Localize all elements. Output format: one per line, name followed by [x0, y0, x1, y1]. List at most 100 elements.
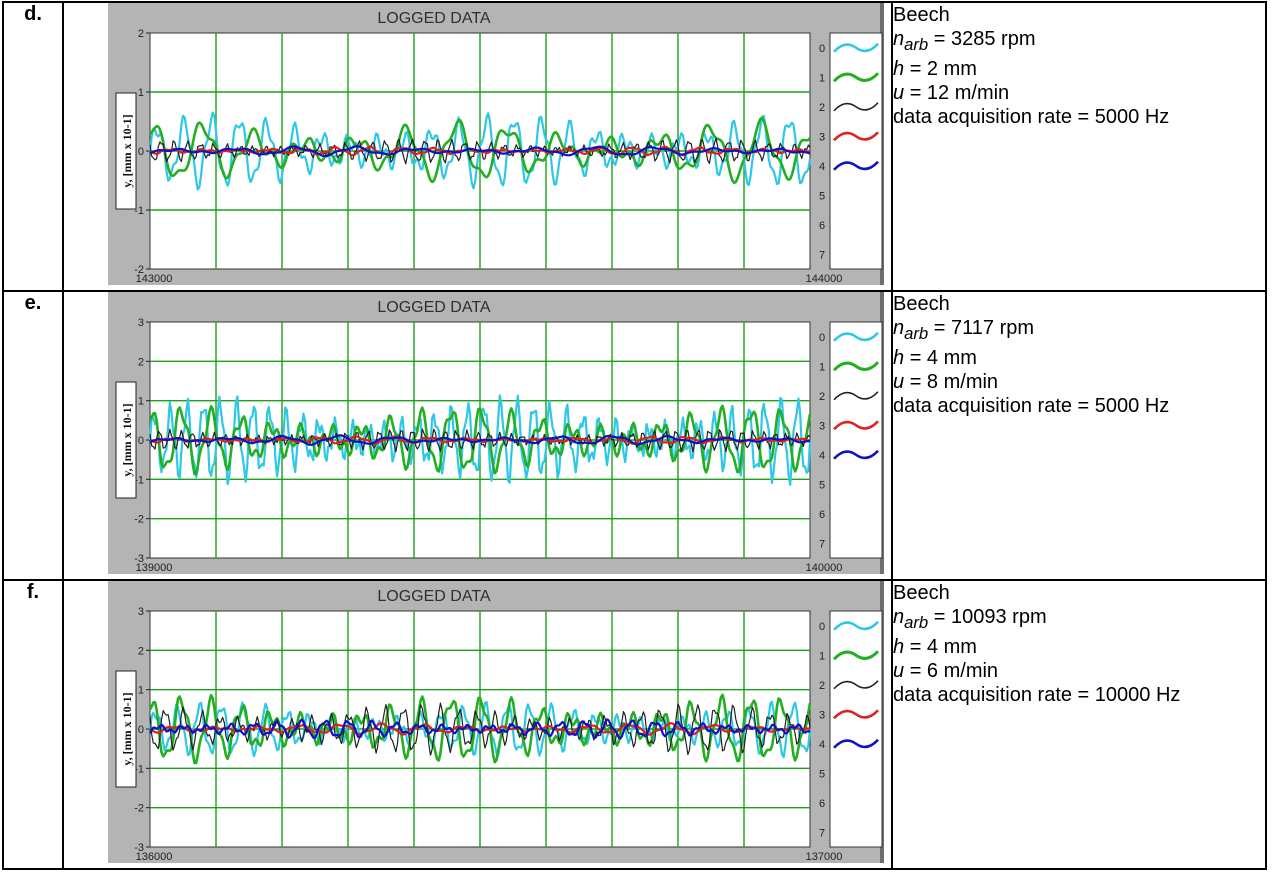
legend-swatch	[833, 160, 879, 171]
legend-swatch	[833, 391, 879, 401]
info-cell: Beech narb = 3285 rpm h = 2 mm u = 12 m/…	[891, 1, 1267, 292]
h-value: = 2 mm	[909, 58, 977, 80]
y-tick-label: 1	[138, 87, 144, 99]
legend-swatch	[833, 420, 879, 431]
legend-box	[829, 32, 883, 270]
legend-label: 4	[819, 161, 825, 173]
series-line-2	[149, 428, 811, 453]
legend-swatch	[832, 650, 880, 661]
legend-swatch	[833, 620, 879, 631]
y-tick-label: 1	[138, 685, 144, 697]
narb-value: = 3285 rpm	[933, 28, 1036, 50]
chart-title: LOGGED DATA	[377, 588, 491, 605]
series-line-4	[149, 718, 811, 740]
y-axis-label-box	[115, 381, 137, 499]
y-axis-label-group: y, [mm x 10-1]	[115, 92, 137, 210]
y-axis-label: y, [mm x 10-1]	[120, 114, 134, 187]
narb-line: narb = 7117 rpm	[893, 317, 1035, 343]
row-f: f. LOGGED DATA 3 2 1 0 -1 -2 -3 136000 137000 y, […	[2, 579, 1267, 870]
narb-value: = 10093 rpm	[933, 606, 1047, 628]
y-axis-label: y, [mm x 10-1]	[120, 403, 134, 476]
y-tick-label: -2	[134, 803, 144, 815]
y-axis-label-group: y, [mm x 10-1]	[115, 670, 137, 788]
y-tick-label: -1	[134, 763, 144, 775]
legend-label: 3	[819, 131, 825, 143]
y-axis-label-box	[115, 670, 137, 788]
u-line: u = 12 m/min	[893, 82, 1010, 104]
y-axis-label-box	[115, 92, 137, 210]
row-label: d.	[2, 1, 64, 292]
y-tick-label: 2	[138, 28, 144, 40]
species-text: Beech	[893, 293, 950, 315]
narb-value: = 7117 rpm	[933, 317, 1035, 339]
u-value: = 6 m/min	[909, 660, 999, 682]
y-tick-label: 2	[138, 356, 144, 368]
x-tick-label: 139000	[136, 562, 173, 574]
chart-cell: LOGGED DATA 3 2 1 0 -1 -2 -3 136000 137000 y, [mm …	[62, 579, 893, 870]
x-tick-label: 136000	[136, 851, 173, 863]
legend-label: 4	[819, 739, 825, 751]
u-value: = 12 m/min	[909, 82, 1010, 104]
series-line-4	[149, 145, 811, 158]
legend-label: 5	[819, 190, 825, 202]
legend-label: 4	[819, 450, 825, 462]
legend-label: 0	[819, 621, 825, 633]
y-tick-label: -2	[134, 514, 144, 526]
y-tick-label: -1	[134, 205, 144, 217]
legend-label: 1	[819, 361, 825, 373]
u-line: u = 8 m/min	[893, 371, 999, 393]
legend-label: 2	[819, 102, 825, 114]
legend-swatch	[833, 709, 879, 720]
legend-label: 6	[819, 509, 825, 521]
legend-swatch	[833, 738, 879, 749]
chart-panel: LOGGED DATA 2 1 0 -1 -2 143000 144000 y, [mm x 1…	[64, 3, 890, 289]
u-value: = 8 m/min	[909, 371, 999, 393]
chart-title: LOGGED DATA	[377, 10, 491, 27]
info-cell: Beech narb = 7117 rpm h = 4 mm u = 8 m/m…	[891, 290, 1267, 581]
legend-label: 1	[819, 72, 825, 84]
legend-swatch	[833, 42, 879, 53]
u-line: u = 6 m/min	[893, 660, 999, 682]
y-tick-label: 0	[138, 435, 144, 447]
narb-line: narb = 10093 rpm	[893, 606, 1047, 632]
legend-swatch	[832, 361, 880, 372]
y-tick-label: 2	[138, 645, 144, 657]
legend-box	[829, 321, 883, 559]
legend-label: 3	[819, 709, 825, 721]
h-line: h = 4 mm	[893, 636, 977, 658]
legend-label: 6	[819, 798, 825, 810]
y-tick-label: 0	[138, 724, 144, 736]
species-text: Beech	[893, 4, 950, 26]
species-text: Beech	[893, 582, 950, 604]
x-tick-label: 144000	[806, 273, 843, 285]
row-label: e.	[2, 290, 64, 581]
legend-swatch	[833, 449, 879, 460]
y-tick-label: 3	[138, 606, 144, 618]
row-d: d. LOGGED DATA 2 1 0 -1 -2 143000 144000 y, [mm …	[2, 1, 1267, 292]
legend-label: 3	[819, 420, 825, 432]
legend-swatch	[832, 72, 880, 83]
legend-label: 0	[819, 332, 825, 344]
chart-panel: LOGGED DATA 3 2 1 0 -1 -2 -3 139000 140000 y, [mm …	[64, 292, 890, 578]
legend-swatch	[833, 331, 879, 342]
legend-label: 0	[819, 43, 825, 55]
legend-label: 7	[819, 538, 825, 550]
h-line: h = 2 mm	[893, 58, 977, 80]
y-axis-label: y, [mm x 10-1]	[120, 692, 134, 765]
row-e: e. LOGGED DATA 3 2 1 0 -1 -2 -3 139000 140000 y, […	[2, 290, 1267, 581]
rate-text: data acquisition rate = 10000 Hz	[893, 684, 1181, 706]
narb-line: narb = 3285 rpm	[893, 28, 1036, 54]
x-tick-label: 137000	[806, 851, 843, 863]
legend-swatch	[833, 131, 879, 142]
h-value: = 4 mm	[909, 636, 977, 658]
chart-panel: LOGGED DATA 3 2 1 0 -1 -2 -3 136000 137000 y, [mm …	[64, 581, 890, 867]
y-tick-label: -3	[134, 842, 144, 854]
chart-cell: LOGGED DATA 3 2 1 0 -1 -2 -3 139000 140000 y, [mm …	[62, 290, 893, 581]
legend-label: 7	[819, 249, 825, 261]
legend-label: 6	[819, 220, 825, 232]
legend-label: 2	[819, 391, 825, 403]
y-tick-label: -3	[134, 553, 144, 565]
